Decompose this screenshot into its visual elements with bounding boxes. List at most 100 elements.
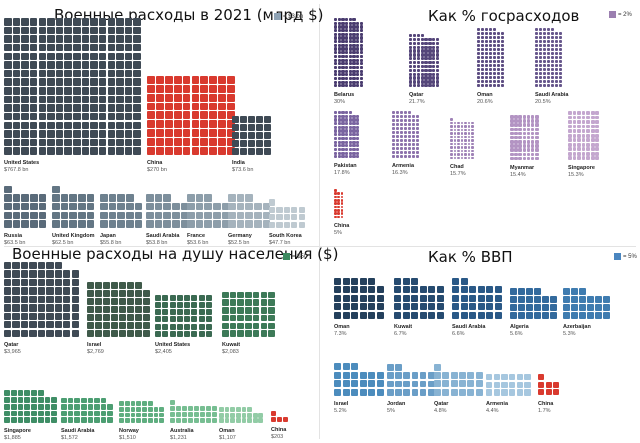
waffle-cell <box>86 202 95 211</box>
waffle-cell <box>55 95 64 104</box>
waffle-cell <box>31 397 37 403</box>
waffle-cell <box>563 296 570 303</box>
waffle-cell <box>603 304 610 311</box>
waffle-cell <box>173 120 182 129</box>
waffle-cell <box>4 417 10 424</box>
legend-swatch <box>614 253 621 260</box>
waffle-cell <box>4 78 12 86</box>
waffle-block: Saudi Arabia 20.5% <box>535 28 568 106</box>
waffle-cell <box>493 374 500 381</box>
waffle-cell <box>136 406 142 412</box>
waffle-cell <box>245 307 252 314</box>
waffle-cell <box>368 294 375 302</box>
waffle-cell <box>205 309 212 316</box>
waffle-cell <box>209 75 218 84</box>
waffle-cell <box>12 262 20 270</box>
waffle-cell <box>38 43 47 52</box>
waffle-cell <box>64 69 72 78</box>
waffle-cell <box>535 40 539 44</box>
waffle-cell <box>420 45 424 49</box>
category-label: Algeria <box>510 324 529 330</box>
waffle-cell <box>514 135 518 140</box>
waffle-cell <box>198 330 205 337</box>
waffle-cell <box>345 140 349 144</box>
waffle-cell <box>124 401 130 406</box>
waffle-cell <box>268 307 275 314</box>
waffle-cell <box>4 295 12 304</box>
waffle-cell <box>264 140 271 147</box>
waffle-cell <box>98 78 107 86</box>
waffle-cell <box>345 144 349 148</box>
waffle-cell <box>392 143 396 147</box>
category-label: Japan <box>100 232 116 239</box>
waffle-cell <box>587 296 594 303</box>
category-label: Germany <box>228 232 252 239</box>
waffle-cell <box>55 121 64 130</box>
waffle-cell <box>356 147 360 152</box>
waffle-cell <box>260 307 268 314</box>
waffle-cell <box>542 304 549 311</box>
waffle-cell <box>535 60 539 64</box>
waffle-block: Japan $55.8 bn <box>100 194 144 247</box>
waffle-cell <box>111 314 118 321</box>
waffle-block: United Kingdom $62.5 bn <box>52 185 96 248</box>
waffle-cell <box>581 142 586 147</box>
waffle-cell <box>581 138 586 143</box>
waffle-cell <box>4 329 12 337</box>
waffle-block: Oman 20.6% <box>477 28 505 106</box>
waffle-cell <box>359 29 363 33</box>
waffle-cell <box>195 194 204 202</box>
waffle-cell <box>337 215 340 219</box>
waffle-cell <box>47 138 55 147</box>
waffle-cell <box>29 304 37 312</box>
waffle-cell <box>356 144 360 148</box>
waffle-cell <box>38 78 47 86</box>
waffle-cell <box>205 301 212 308</box>
waffle-cell <box>481 32 485 36</box>
waffle-cell <box>351 388 358 396</box>
waffle-cell <box>392 119 396 123</box>
waffle-cell <box>359 380 367 387</box>
waffle-cell <box>37 270 46 278</box>
waffle-cell <box>457 121 460 125</box>
waffle-cell <box>420 57 424 61</box>
waffle-cell <box>356 62 360 66</box>
waffle-cell <box>408 151 412 155</box>
waffle-cell <box>409 61 413 65</box>
waffle-cell <box>133 138 141 147</box>
waffle-cell <box>356 122 360 126</box>
waffle-cell <box>356 114 360 118</box>
waffle-cell <box>245 211 253 220</box>
waffle-cell <box>252 330 260 337</box>
waffle-cell <box>432 49 436 53</box>
waffle-cell <box>252 299 260 307</box>
waffle-cell <box>162 301 169 308</box>
waffle-cell <box>497 56 501 60</box>
waffle-cell <box>590 111 595 115</box>
waffle-cell <box>579 312 586 319</box>
waffle-cell <box>169 294 176 301</box>
waffle-cell <box>359 80 363 84</box>
waffle-cell <box>501 389 508 396</box>
waffle-cell <box>551 48 555 52</box>
waffle-cell <box>568 129 572 134</box>
waffle-cell <box>90 78 98 86</box>
waffle-cell <box>359 65 363 70</box>
waffle-cell <box>245 220 253 228</box>
waffle-cell <box>64 95 72 104</box>
category-label: Azerbaijan <box>563 324 591 330</box>
waffle-cell <box>133 147 141 155</box>
waffle-cell <box>155 316 162 323</box>
waffle-cell <box>24 397 31 403</box>
waffle-cell <box>510 296 517 303</box>
waffle-cell <box>241 412 247 418</box>
waffle-cell <box>47 121 55 130</box>
waffle-cell <box>376 388 384 396</box>
waffle-cell <box>348 118 352 122</box>
category-label: Qatar <box>4 342 19 348</box>
waffle-cell <box>103 282 110 289</box>
waffle-cell <box>419 372 427 380</box>
waffle-cell <box>352 140 356 144</box>
waffle-cell <box>450 380 458 388</box>
waffle-cell <box>107 417 114 424</box>
